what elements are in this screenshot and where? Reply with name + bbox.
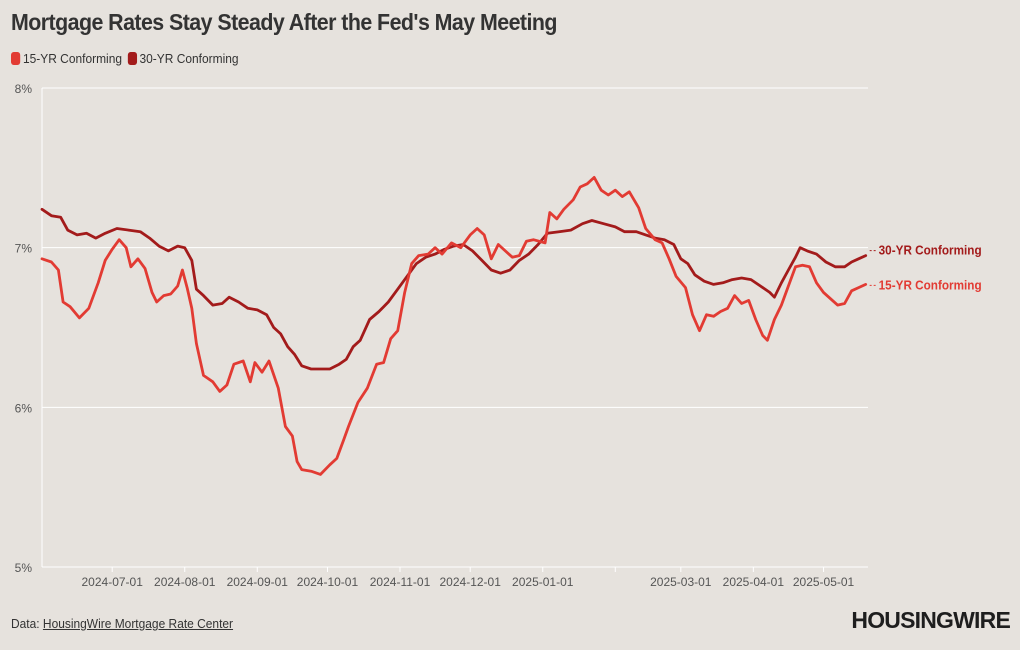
legend-item-30yr[interactable]: 30-YR Conforming [127,51,239,66]
x-tick-label: 2024-07-01 [82,575,144,589]
end-label-30yr: 30-YR Conforming [879,243,982,258]
legend-label-15yr: 15-YR Conforming [22,51,123,66]
chart-title: Mortgage Rates Stay Steady After the Fed… [11,9,557,35]
legend-swatch-15yr [11,52,21,65]
y-tick-label: 5% [15,561,33,575]
y-tick-label: 6% [15,401,33,415]
housingwire-logo: HOUSINGWIRE [851,607,1010,633]
x-tick-label: 2024-10-01 [297,575,359,589]
legend-item-15yr[interactable]: 15-YR Conforming [11,51,122,66]
x-tick-label: 2025-01-01 [512,575,574,589]
data-source: Data: HousingWire Mortgage Rate Center [11,616,233,631]
series-line-30yr [40,207,868,371]
source-prefix: Data: [11,616,40,631]
y-tick-label: 7% [15,242,33,256]
series-line-15yr [40,175,868,476]
x-tick-label: 2025-03-01 [650,575,712,589]
x-tick-label: 2024-11-01 [370,575,431,589]
legend-label-30yr: 30-YR Conforming [139,51,239,66]
legend-swatch-30yr [127,52,137,65]
x-tick-label: 2025-05-01 [793,575,855,589]
x-tick-label: 2024-12-01 [440,575,502,589]
y-tick-label: 8% [15,82,33,96]
end-label-15yr: 15-YR Conforming [879,277,982,292]
x-tick-label: 2024-09-01 [227,575,289,589]
x-tick-label: 2025-04-01 [723,575,785,589]
x-tick-label: 2024-08-01 [154,575,216,589]
source-link[interactable]: HousingWire Mortgage Rate Center [42,616,234,631]
legend: 15-YR Conforming 30-YR Conforming [11,51,244,66]
